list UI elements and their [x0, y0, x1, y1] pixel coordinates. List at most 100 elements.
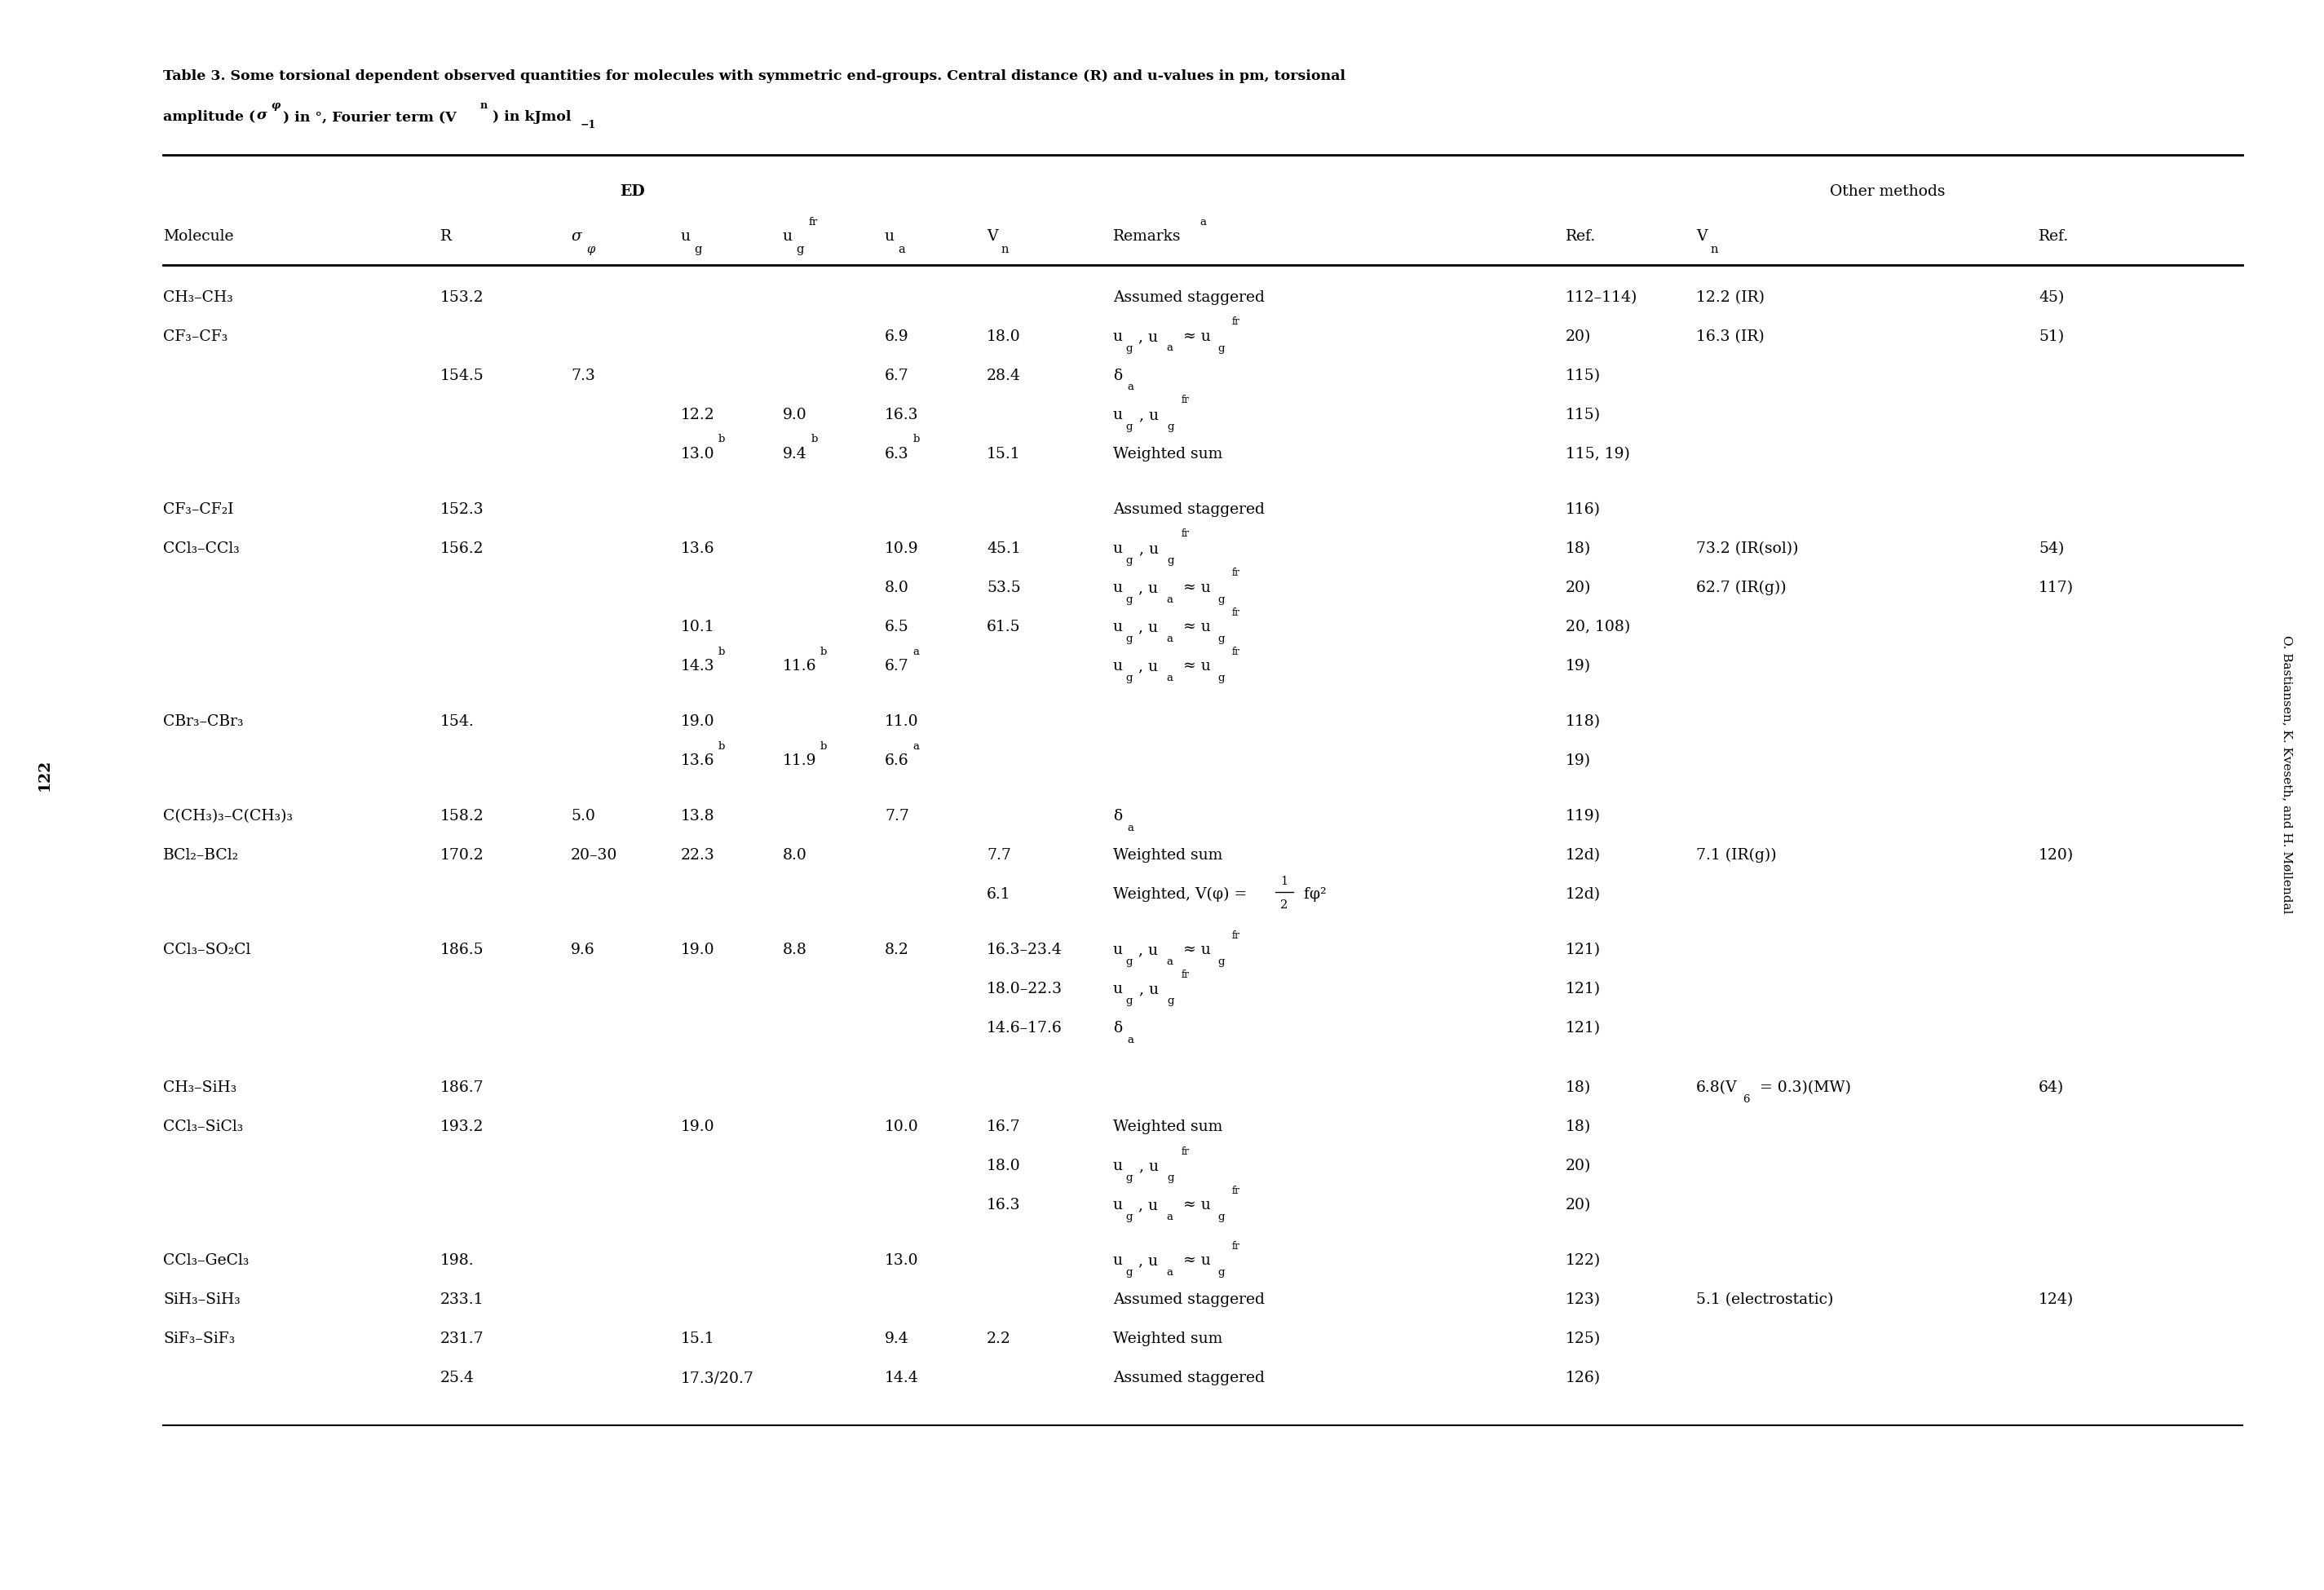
Text: 121): 121) — [1566, 981, 1601, 997]
Text: a: a — [913, 741, 920, 752]
Text: , u: , u — [1139, 407, 1160, 423]
Text: φ: φ — [270, 100, 279, 111]
Text: 51): 51) — [2038, 329, 2064, 343]
Text: 125): 125) — [1566, 1331, 1601, 1347]
Text: 11.0: 11.0 — [885, 714, 918, 728]
Text: CF₃–CF₃: CF₃–CF₃ — [163, 329, 228, 343]
Text: 6.5: 6.5 — [885, 620, 909, 634]
Text: Remarks: Remarks — [1113, 229, 1181, 243]
Text: fr: fr — [1232, 568, 1241, 579]
Text: 8.0: 8.0 — [885, 580, 909, 595]
Text: g: g — [1125, 595, 1132, 604]
Text: 122): 122) — [1566, 1253, 1601, 1267]
Text: ) in °, Fourier term (V: ) in °, Fourier term (V — [284, 110, 456, 124]
Text: g: g — [1218, 673, 1225, 682]
Text: 13.0: 13.0 — [885, 1253, 918, 1267]
Text: 7.1 (IR(g)): 7.1 (IR(g)) — [1697, 847, 1776, 863]
Text: u: u — [1113, 1253, 1122, 1267]
Text: g: g — [1218, 343, 1225, 353]
Text: 124): 124) — [2038, 1293, 2073, 1307]
Text: g: g — [1218, 595, 1225, 604]
Text: 12d): 12d) — [1566, 847, 1601, 863]
Text: CCl₃–SO₂Cl: CCl₃–SO₂Cl — [163, 943, 251, 957]
Text: 2: 2 — [1281, 900, 1287, 911]
Text: 2.2: 2.2 — [988, 1331, 1011, 1347]
Text: 7.7: 7.7 — [988, 847, 1011, 863]
Text: u: u — [681, 229, 690, 243]
Text: 121): 121) — [1566, 1021, 1601, 1035]
Text: CH₃–CH₃: CH₃–CH₃ — [163, 291, 232, 305]
Text: u: u — [1113, 1159, 1122, 1173]
Text: 5.0: 5.0 — [572, 809, 595, 824]
Text: 11.6: 11.6 — [783, 658, 816, 674]
Text: u: u — [1113, 620, 1122, 634]
Text: 22.3: 22.3 — [681, 847, 716, 863]
Text: Weighted sum: Weighted sum — [1113, 447, 1222, 461]
Text: 119): 119) — [1566, 809, 1601, 824]
Text: , u: , u — [1139, 1159, 1160, 1173]
Text: 19.0: 19.0 — [681, 1119, 716, 1134]
Text: a: a — [1167, 633, 1174, 644]
Text: SiH₃–SiH₃: SiH₃–SiH₃ — [163, 1293, 239, 1307]
Text: ) in kJmol: ) in kJmol — [493, 110, 572, 124]
Text: fr: fr — [1181, 1146, 1190, 1156]
Text: a: a — [1167, 343, 1174, 353]
Text: 16.3: 16.3 — [988, 1197, 1020, 1213]
Text: g: g — [1125, 633, 1132, 644]
Text: 9.6: 9.6 — [572, 943, 595, 957]
Text: 18): 18) — [1566, 1119, 1592, 1134]
Text: 28.4: 28.4 — [988, 369, 1020, 383]
Text: a: a — [1167, 1267, 1174, 1277]
Text: u: u — [1113, 1197, 1122, 1213]
Text: , u: , u — [1139, 620, 1157, 634]
Text: u: u — [1113, 407, 1122, 423]
Text: −1: −1 — [581, 119, 597, 130]
Text: 53.5: 53.5 — [988, 580, 1020, 595]
Text: a: a — [1167, 673, 1174, 682]
Text: 12.2: 12.2 — [681, 407, 716, 423]
Text: Table 3. Some torsional dependent observed quantities for molecules with symmetr: Table 3. Some torsional dependent observ… — [163, 70, 1346, 83]
Text: 9.4: 9.4 — [885, 1331, 909, 1347]
Text: g: g — [1125, 1172, 1132, 1183]
Text: 121): 121) — [1566, 943, 1601, 957]
Text: g: g — [1218, 1267, 1225, 1277]
Text: 25.4: 25.4 — [439, 1371, 474, 1385]
Text: g: g — [1167, 421, 1174, 432]
Text: ≈ u: ≈ u — [1178, 1197, 1211, 1213]
Text: g: g — [1218, 633, 1225, 644]
Text: , u: , u — [1139, 658, 1157, 674]
Text: 123): 123) — [1566, 1293, 1601, 1307]
Text: 14.4: 14.4 — [885, 1371, 918, 1385]
Text: amplitude (: amplitude ( — [163, 110, 256, 124]
Text: fr: fr — [1181, 529, 1190, 539]
Text: 64): 64) — [2038, 1080, 2064, 1096]
Text: u: u — [1113, 658, 1122, 674]
Text: 7.3: 7.3 — [572, 369, 595, 383]
Text: g: g — [1125, 956, 1132, 967]
Text: a: a — [897, 243, 904, 256]
Text: 233.1: 233.1 — [439, 1293, 483, 1307]
Text: 154.5: 154.5 — [439, 369, 483, 383]
Text: g: g — [1125, 555, 1132, 566]
Text: 115): 115) — [1566, 369, 1601, 383]
Text: ≈ u: ≈ u — [1178, 943, 1211, 957]
Text: 115, 19): 115, 19) — [1566, 447, 1629, 461]
Text: g: g — [1218, 956, 1225, 967]
Text: σ: σ — [258, 108, 267, 122]
Text: 20): 20) — [1566, 580, 1592, 595]
Text: 152.3: 152.3 — [439, 502, 483, 517]
Text: R: R — [439, 229, 451, 243]
Text: 18): 18) — [1566, 542, 1592, 556]
Text: 8.8: 8.8 — [783, 943, 806, 957]
Text: 117): 117) — [2038, 580, 2073, 595]
Text: fr: fr — [1232, 646, 1241, 657]
Text: CCl₃–SiCl₃: CCl₃–SiCl₃ — [163, 1119, 244, 1134]
Text: a: a — [1127, 1035, 1134, 1045]
Text: 1: 1 — [1281, 876, 1287, 887]
Text: 19.0: 19.0 — [681, 714, 716, 728]
Text: a: a — [1167, 595, 1174, 604]
Text: 19): 19) — [1566, 754, 1592, 768]
Text: Weighted, V(φ) =: Weighted, V(φ) = — [1113, 887, 1253, 902]
Text: , u: , u — [1139, 1253, 1157, 1267]
Text: g: g — [1125, 421, 1132, 432]
